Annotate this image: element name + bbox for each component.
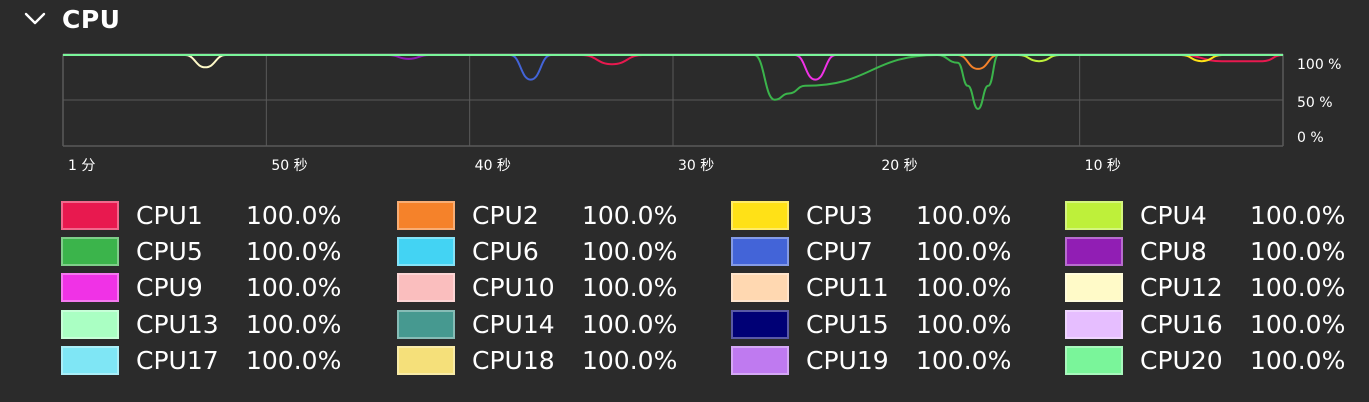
legend-item-cpu8[interactable]: CPU8 100.0%: [1065, 233, 1361, 269]
legend-cpu-value: 100.0%: [916, 273, 1012, 303]
legend-item-cpu13[interactable]: CPU13 100.0%: [61, 306, 397, 342]
legend-cpu-value: 100.0%: [582, 273, 678, 303]
y-tick-label: 100 %: [1297, 57, 1341, 73]
legend-cpu-name: CPU7: [806, 236, 873, 266]
legend-cpu-value: 100.0%: [246, 346, 342, 376]
legend-cpu-name: CPU3: [806, 200, 873, 230]
x-tick-label: 50 秒: [271, 158, 307, 174]
legend-cpu-name: CPU14: [472, 309, 555, 339]
legend-swatch: [397, 346, 455, 376]
legend-item-cpu2[interactable]: CPU2 100.0%: [397, 197, 731, 233]
legend-cpu-name: CPU5: [136, 236, 203, 266]
legend-cpu-value: 100.0%: [916, 346, 1012, 376]
legend-swatch: [1065, 309, 1123, 339]
legend-cpu-value: 100.0%: [246, 236, 342, 266]
legend-cpu-value: 100.0%: [582, 346, 678, 376]
legend-swatch: [61, 200, 119, 230]
legend-swatch: [731, 273, 789, 303]
chevron-down-icon[interactable]: [20, 4, 50, 34]
legend-item-cpu6[interactable]: CPU6 100.0%: [397, 233, 731, 269]
legend-swatch: [731, 309, 789, 339]
legend-item-cpu4[interactable]: CPU4 100.0%: [1065, 197, 1361, 233]
legend-item-cpu10[interactable]: CPU10 100.0%: [397, 270, 731, 306]
x-tick-label: 1 分: [68, 158, 95, 174]
legend-cpu-value: 100.0%: [1250, 346, 1346, 376]
legend-cpu-value: 100.0%: [916, 236, 1012, 266]
x-tick-label: 10 秒: [1085, 158, 1121, 174]
y-tick-label: 50 %: [1297, 95, 1333, 111]
legend-swatch: [61, 236, 119, 266]
legend-cpu-name: CPU15: [806, 309, 889, 339]
legend-swatch: [731, 200, 789, 230]
legend-swatch: [397, 236, 455, 266]
legend-cpu-name: CPU11: [806, 273, 889, 303]
legend-cpu-name: CPU1: [136, 200, 203, 230]
legend-swatch: [1065, 236, 1123, 266]
cpu-usage-chart: 100 % 50 % 0 % 1 分 50 秒 40 秒 30 秒 20 秒 10 秒: [62, 53, 1341, 174]
legend-cpu-name: CPU6: [472, 236, 539, 266]
legend-cpu-name: CPU2: [472, 200, 539, 230]
legend-item-cpu19[interactable]: CPU19 100.0%: [731, 343, 1065, 379]
legend-item-cpu12[interactable]: CPU12 100.0%: [1065, 270, 1361, 306]
legend-cpu-value: 100.0%: [1250, 200, 1346, 230]
x-tick-label: 20 秒: [881, 158, 917, 174]
legend-cpu-value: 100.0%: [916, 309, 1012, 339]
legend-cpu-name: CPU12: [1140, 273, 1223, 303]
legend-cpu-value: 100.0%: [916, 200, 1012, 230]
legend-swatch: [1065, 346, 1123, 376]
x-tick-label: 40 秒: [475, 158, 511, 174]
legend-swatch: [1065, 200, 1123, 230]
legend-swatch: [61, 346, 119, 376]
y-tick-label: 0 %: [1297, 130, 1324, 146]
legend-cpu-name: CPU19: [806, 346, 889, 376]
legend-item-cpu14[interactable]: CPU14 100.0%: [397, 306, 731, 342]
chart-series: [63, 53, 1284, 110]
legend-cpu-value: 100.0%: [582, 200, 678, 230]
legend-swatch: [731, 236, 789, 266]
legend-item-cpu11[interactable]: CPU11 100.0%: [731, 270, 1065, 306]
legend-item-cpu17[interactable]: CPU17 100.0%: [61, 343, 397, 379]
legend-swatch: [397, 309, 455, 339]
legend-swatch: [61, 273, 119, 303]
legend-cpu-value: 100.0%: [246, 309, 342, 339]
legend-swatch: [61, 309, 119, 339]
legend-swatch: [731, 346, 789, 376]
legend-item-cpu16[interactable]: CPU16 100.0%: [1065, 306, 1361, 342]
legend-cpu-name: CPU20: [1140, 346, 1223, 376]
legend-cpu-value: 100.0%: [582, 309, 678, 339]
legend-cpu-value: 100.0%: [1250, 309, 1346, 339]
legend-cpu-value: 100.0%: [1250, 273, 1346, 303]
legend-cpu-name: CPU13: [136, 309, 219, 339]
legend-cpu-name: CPU17: [136, 346, 219, 376]
legend-cpu-name: CPU9: [136, 273, 203, 303]
y-axis-labels: 100 % 50 % 0 %: [1297, 57, 1341, 146]
cpu-legend: CPU1 100.0% CPU2 100.0% CPU3 100.0% CPU4 100.0%…: [61, 197, 1361, 379]
legend-cpu-name: CPU10: [472, 273, 555, 303]
legend-item-cpu5[interactable]: CPU5 100.0%: [61, 233, 397, 269]
legend-item-cpu15[interactable]: CPU15 100.0%: [731, 306, 1065, 342]
cpu-section-header[interactable]: CPU: [20, 2, 120, 36]
legend-swatch: [1065, 273, 1123, 303]
chart-grid: [62, 53, 1284, 147]
x-axis-labels: 1 分 50 秒 40 秒 30 秒 20 秒 10 秒: [68, 158, 1121, 174]
legend-item-cpu20[interactable]: CPU20 100.0%: [1065, 343, 1361, 379]
legend-cpu-value: 100.0%: [246, 200, 342, 230]
legend-item-cpu3[interactable]: CPU3 100.0%: [731, 197, 1065, 233]
section-title: CPU: [62, 4, 121, 34]
legend-cpu-name: CPU8: [1140, 236, 1207, 266]
x-tick-label: 30 秒: [678, 158, 714, 174]
legend-swatch: [397, 273, 455, 303]
legend-cpu-name: CPU4: [1140, 200, 1207, 230]
legend-swatch: [397, 200, 455, 230]
legend-item-cpu9[interactable]: CPU9 100.0%: [61, 270, 397, 306]
legend-item-cpu7[interactable]: CPU7 100.0%: [731, 233, 1065, 269]
legend-cpu-value: 100.0%: [1250, 236, 1346, 266]
legend-cpu-value: 100.0%: [246, 273, 342, 303]
legend-cpu-name: CPU18: [472, 346, 555, 376]
legend-cpu-value: 100.0%: [582, 236, 678, 266]
legend-cpu-name: CPU16: [1140, 309, 1223, 339]
legend-item-cpu1[interactable]: CPU1 100.0%: [61, 197, 397, 233]
legend-item-cpu18[interactable]: CPU18 100.0%: [397, 343, 731, 379]
